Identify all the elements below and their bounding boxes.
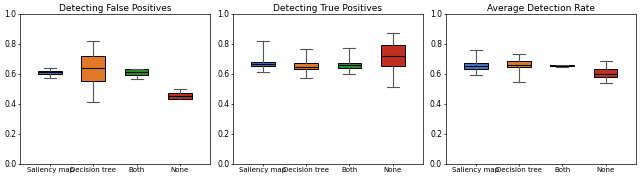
PathPatch shape bbox=[550, 65, 574, 66]
Title: Detecting True Positives: Detecting True Positives bbox=[273, 4, 382, 13]
PathPatch shape bbox=[81, 56, 105, 81]
PathPatch shape bbox=[251, 62, 275, 66]
PathPatch shape bbox=[381, 45, 404, 66]
Title: Average Detection Rate: Average Detection Rate bbox=[486, 4, 595, 13]
Title: Detecting False Positives: Detecting False Positives bbox=[59, 4, 171, 13]
PathPatch shape bbox=[337, 63, 362, 68]
PathPatch shape bbox=[38, 71, 62, 74]
PathPatch shape bbox=[125, 69, 148, 75]
PathPatch shape bbox=[507, 61, 531, 67]
PathPatch shape bbox=[294, 63, 318, 69]
PathPatch shape bbox=[168, 93, 192, 99]
PathPatch shape bbox=[594, 69, 618, 77]
PathPatch shape bbox=[464, 63, 488, 69]
